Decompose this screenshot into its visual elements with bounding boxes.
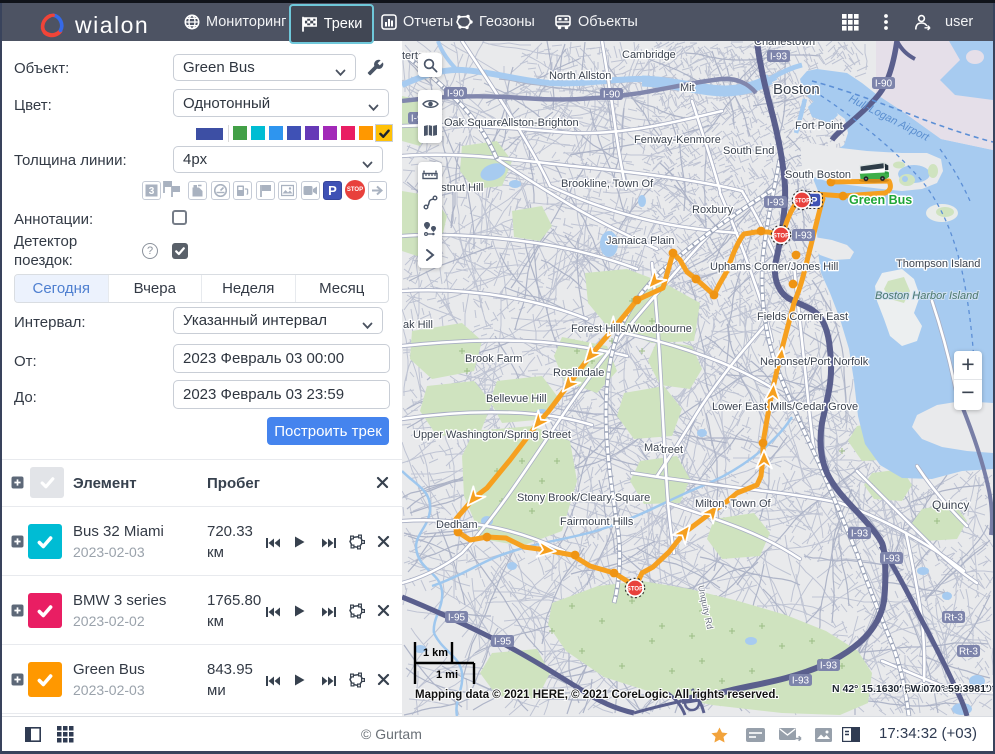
svg-text:Stony Brook/Cleary Square: Stony Brook/Cleary Square xyxy=(517,492,650,504)
svg-text:Quincy: Quincy xyxy=(932,498,969,512)
svg-text:Roxbury: Roxbury xyxy=(692,204,733,216)
svg-text:Thompson Island: Thompson Island xyxy=(896,258,980,270)
svg-text:Rt-3: Rt-3 xyxy=(944,613,963,624)
svg-text:Fields Corner East: Fields Corner East xyxy=(757,311,848,323)
svg-text:1 km: 1 km xyxy=(423,647,448,659)
svg-text:3: 3 xyxy=(149,186,155,197)
svg-text:Brook Farm: Brook Farm xyxy=(465,353,522,365)
svg-text:I-90: I-90 xyxy=(875,79,893,90)
svg-text:estnut Hill: estnut Hill xyxy=(435,182,483,194)
svg-text:STOP: STOP xyxy=(794,199,810,205)
svg-text:I-90: I-90 xyxy=(603,90,621,101)
svg-text:Neponset/Port Norfolk: Neponset/Port Norfolk xyxy=(760,356,869,368)
svg-text:Braintree, Town Of: Braintree, Town Of xyxy=(904,683,993,695)
svg-text:treet: treet xyxy=(661,444,683,456)
svg-text:I-93: I-93 xyxy=(770,52,788,63)
svg-text:I-93: I-93 xyxy=(883,554,901,565)
svg-text:1 mi: 1 mi xyxy=(436,669,458,681)
svg-text:Milton, Town Of: Milton, Town Of xyxy=(695,498,772,510)
svg-text:Upper Washington/Spring Street: Upper Washington/Spring Street xyxy=(413,429,571,441)
svg-text:I-93: I-93 xyxy=(820,661,838,672)
svg-text:Mit: Mit xyxy=(680,82,695,94)
svg-text:Cambridge: Cambridge xyxy=(622,49,676,61)
svg-text:Mapping data © 2021 HERE, © 20: Mapping data © 2021 HERE, © 2021 CoreLog… xyxy=(415,689,779,701)
svg-text:Rt-3: Rt-3 xyxy=(959,647,978,658)
svg-text:Green Bus: Green Bus xyxy=(849,193,912,207)
svg-text:Oak Square: Oak Square xyxy=(444,117,503,129)
svg-text:South Boston: South Boston xyxy=(785,169,851,181)
svg-text:STOP: STOP xyxy=(627,587,643,593)
svg-text:STOP: STOP xyxy=(773,234,789,240)
svg-text:I-95: I-95 xyxy=(494,637,512,648)
svg-text:Uphams Corner/Jones Hill: Uphams Corner/Jones Hill xyxy=(710,261,838,273)
svg-text:Boston Harbor Island: Boston Harbor Island xyxy=(875,290,979,302)
svg-text:Boston: Boston xyxy=(773,81,820,98)
svg-text:Allston-Brighton: Allston-Brighton xyxy=(501,117,579,129)
svg-text:Fort Point: Fort Point xyxy=(795,120,843,132)
svg-text:Brookline, Town Of: Brookline, Town Of xyxy=(561,178,654,190)
svg-text:P: P xyxy=(810,195,817,207)
svg-text:Lower East Mills/Cedar Grove: Lower East Mills/Cedar Grove xyxy=(712,401,858,413)
svg-text:Forest Hills/Woodbourne: Forest Hills/Woodbourne xyxy=(571,323,692,335)
svg-text:Fairmount Hills: Fairmount Hills xyxy=(560,516,634,528)
svg-text:I-93: I-93 xyxy=(795,231,813,242)
svg-text:ak Hill: ak Hill xyxy=(403,319,433,331)
svg-text:Roslindale: Roslindale xyxy=(553,367,604,379)
svg-text:N 42° 15.1630′ , W 070° 59.398: N 42° 15.1630′ , W 070° 59.3981′ xyxy=(832,683,989,695)
svg-text:South End: South End xyxy=(723,145,774,157)
svg-text:Bellevue Hill: Bellevue Hill xyxy=(486,393,547,405)
svg-text:I-93: I-93 xyxy=(767,198,785,209)
svg-text:I-93: I-93 xyxy=(792,676,810,687)
svg-text:I-93: I-93 xyxy=(851,529,869,540)
svg-text:I-95: I-95 xyxy=(448,613,466,624)
svg-text:Mat: Mat xyxy=(644,442,662,454)
svg-text:North Allston: North Allston xyxy=(549,70,611,82)
svg-text:I-90: I-90 xyxy=(447,89,465,100)
svg-text:Jamaica Plain: Jamaica Plain xyxy=(606,235,674,247)
svg-text:Charlestown: Charlestown xyxy=(754,41,815,48)
svg-text:Fenway-Kenmore: Fenway-Kenmore xyxy=(634,134,721,146)
svg-text:Dedham: Dedham xyxy=(436,519,478,531)
